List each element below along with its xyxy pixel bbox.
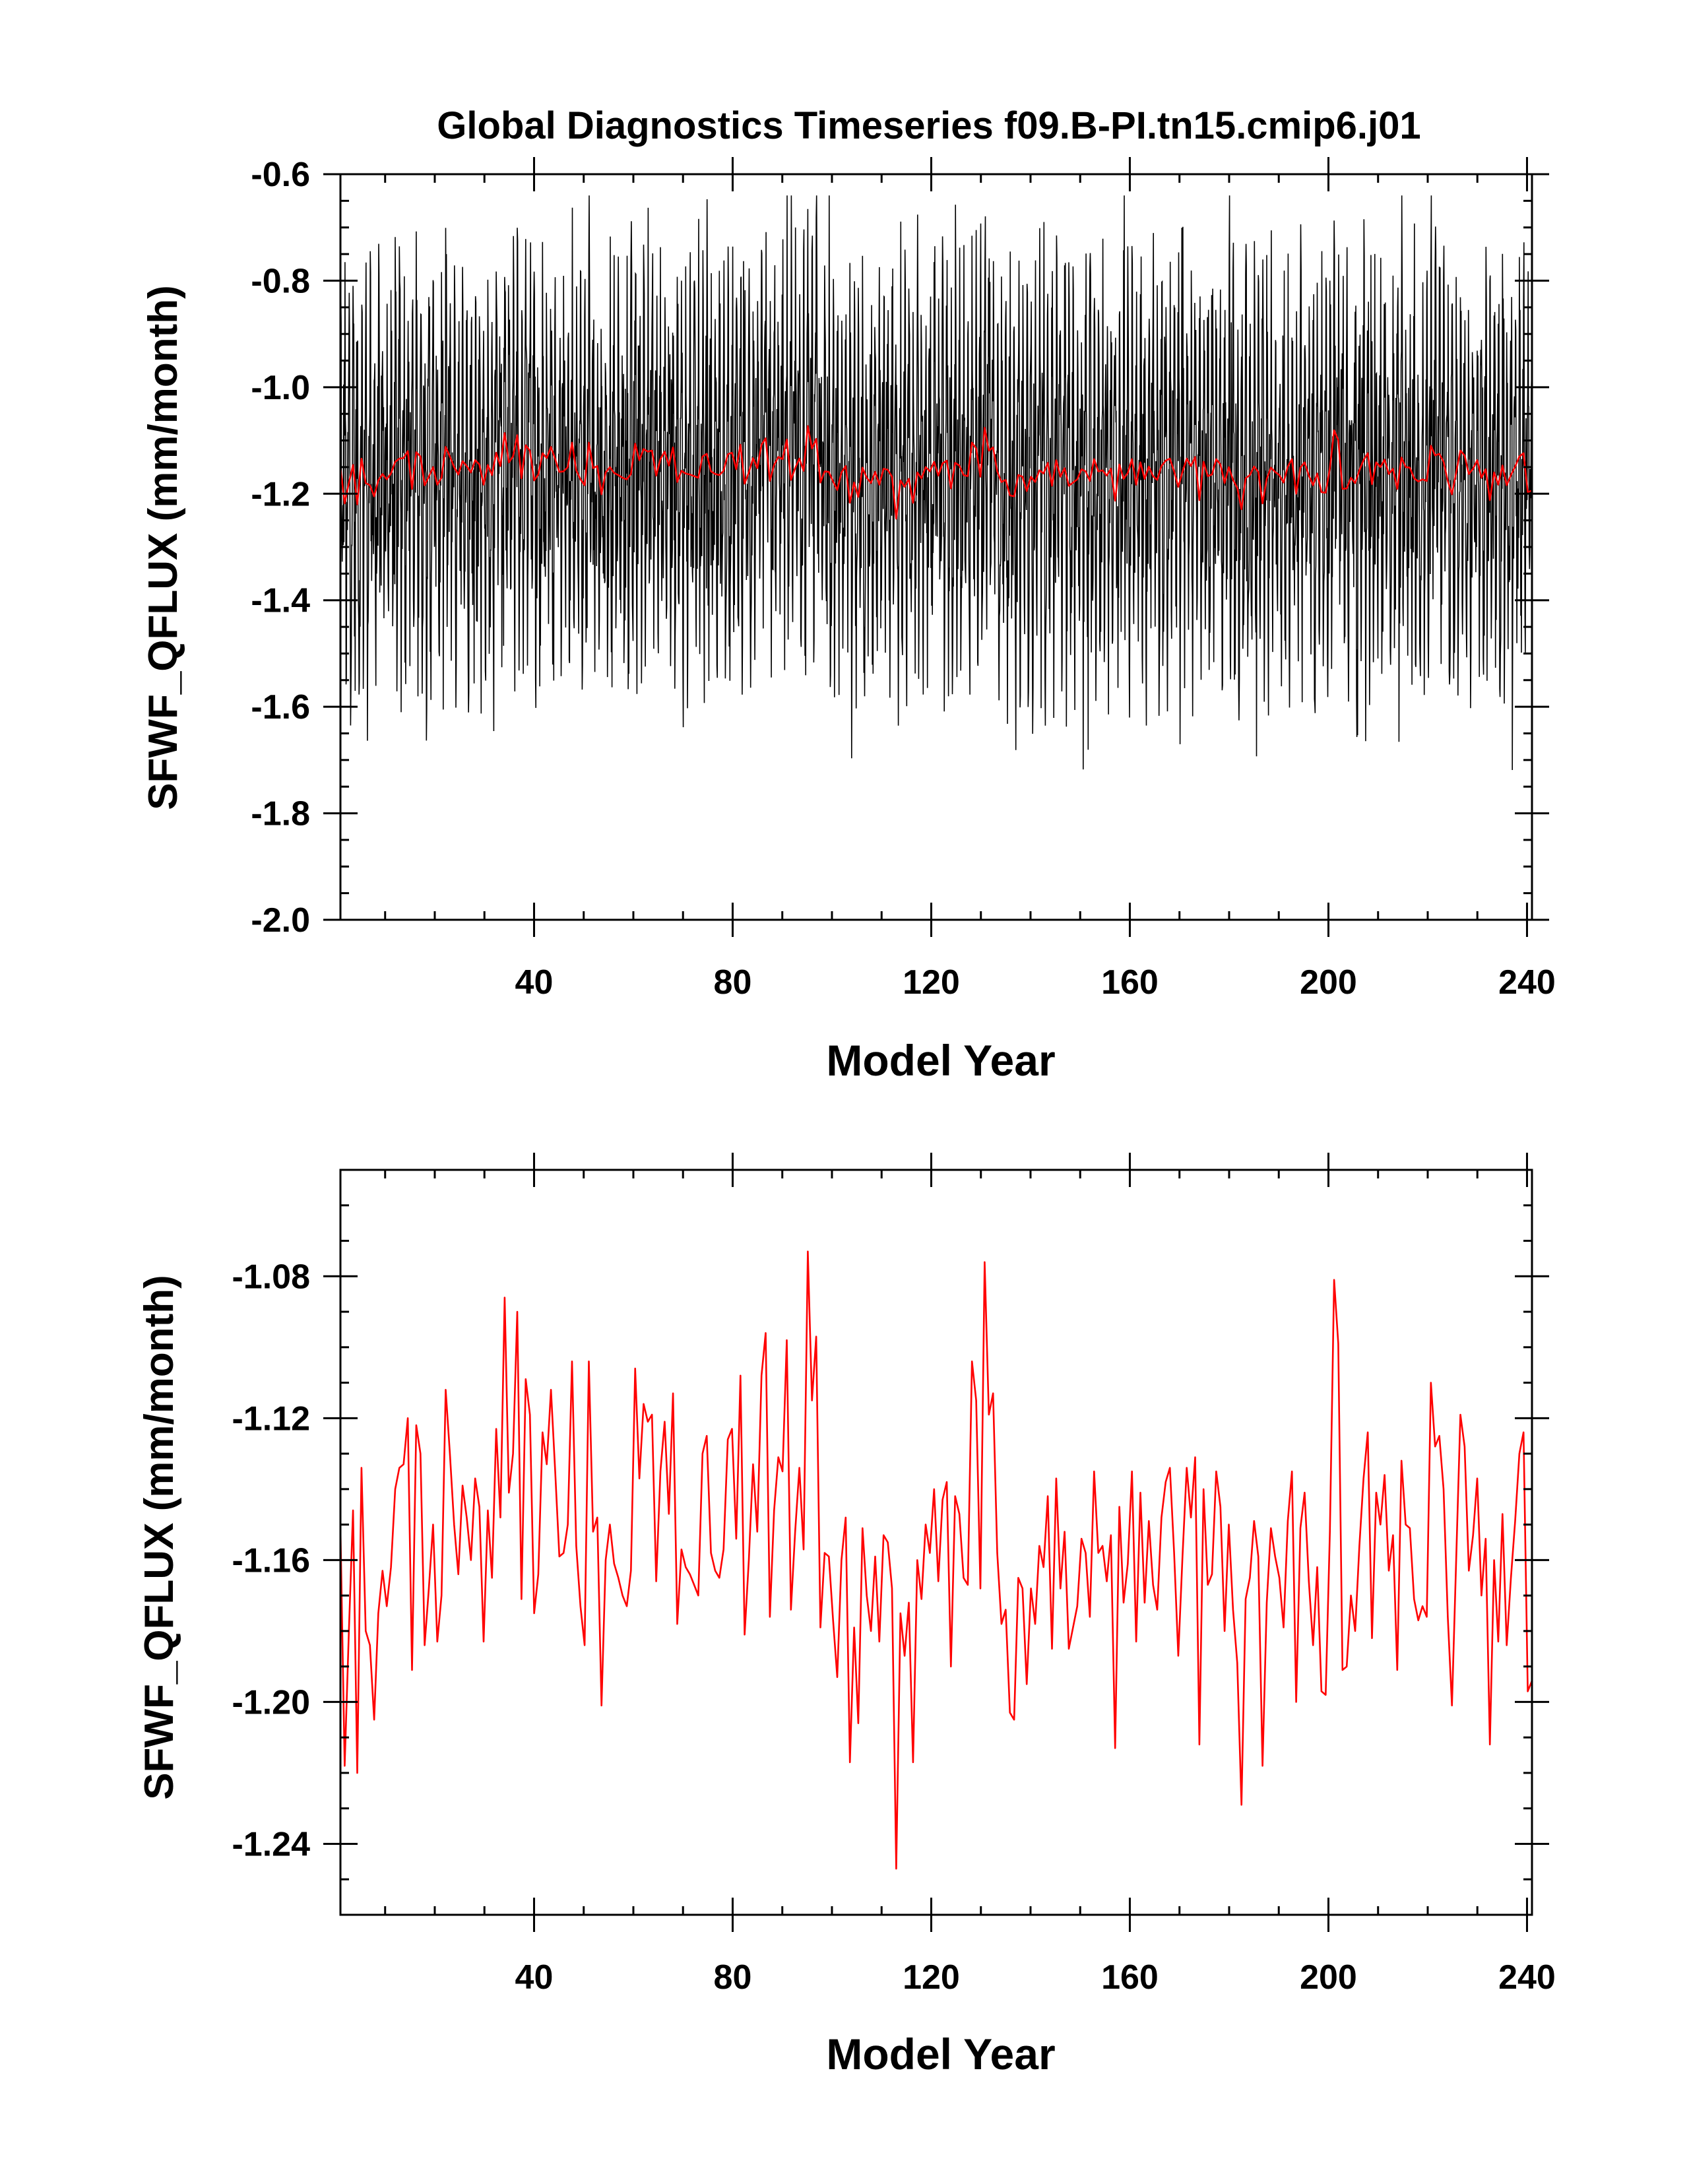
bottom-tick-labels: 40 80 120 160 200 240 -1.24 -1.20 -1.16 -1.12 -1.0… (232, 1258, 1555, 1997)
top-chart: 40 80 120 160 200 240 -2.0 -1.8 -1.6 -1.4 -1.2 -1.0… (141, 156, 1556, 1085)
bottom-x-tick-label: 80 (714, 1958, 752, 1997)
top-annual-line (339, 425, 1533, 520)
top-y-tick-label: -0.6 (251, 156, 310, 194)
top-x-axis-label: Model Year (826, 1036, 1055, 1085)
top-x-tick-label: 120 (903, 963, 960, 1002)
top-axes (323, 157, 1549, 937)
top-y-tick-label: -2.0 (251, 901, 310, 940)
bottom-y-tick-label: -1.20 (232, 1683, 310, 1721)
top-monthly-line (340, 195, 1533, 771)
top-y-axis-label: SFWF_QFLUX (mm/month) (141, 285, 186, 810)
top-x-tick-label: 200 (1300, 963, 1357, 1002)
bottom-y-tick-label: -1.16 (232, 1541, 310, 1580)
top-x-tick-label: 240 (1498, 963, 1556, 1002)
top-x-tick-label: 80 (714, 963, 752, 1002)
top-y-tick-label: -0.8 (251, 262, 310, 300)
bottom-x-axis-label: Model Year (826, 2030, 1055, 2078)
top-x-tick-label: 160 (1101, 963, 1159, 1002)
bottom-x-tick-label: 40 (515, 1958, 554, 1997)
top-y-tick-label: -1.2 (251, 475, 310, 513)
top-y-tick-label: -1.8 (251, 795, 310, 833)
chart-title: Global Diagnostics Timeseries f09.B-PI.t… (437, 104, 1420, 147)
bottom-axes (323, 1153, 1549, 1932)
bottom-x-tick-label: 200 (1300, 1958, 1357, 1997)
bottom-annual-series (339, 1250, 1533, 1870)
bottom-plot-frame (339, 1169, 1533, 1916)
top-monthly-series (340, 195, 1533, 771)
bottom-x-tick-label: 160 (1101, 1958, 1159, 1997)
top-annual-series (339, 425, 1533, 520)
top-y-tick-label: -1.6 (251, 688, 310, 726)
bottom-annual-line (339, 1250, 1533, 1870)
bottom-x-tick-label: 240 (1498, 1958, 1556, 1997)
top-y-tick-label: -1.0 (251, 369, 310, 407)
bottom-y-tick-label: -1.12 (232, 1399, 310, 1438)
top-y-tick-label: -1.4 (251, 582, 310, 620)
bottom-y-axis-label: SFWF_QFLUX (mm/month) (137, 1275, 182, 1800)
bottom-y-tick-label: -1.08 (232, 1258, 310, 1296)
bottom-x-tick-label: 120 (903, 1958, 960, 1997)
top-x-tick-label: 40 (515, 963, 554, 1002)
bottom-chart: 40 80 120 160 200 240 -1.24 -1.20 -1.16 -1.12 -1.0… (137, 1153, 1556, 2078)
bottom-y-tick-label: -1.24 (232, 1825, 310, 1863)
top-tick-labels: 40 80 120 160 200 240 -2.0 -1.8 -1.6 -1.4 -1.2 -1.0… (251, 156, 1555, 1002)
